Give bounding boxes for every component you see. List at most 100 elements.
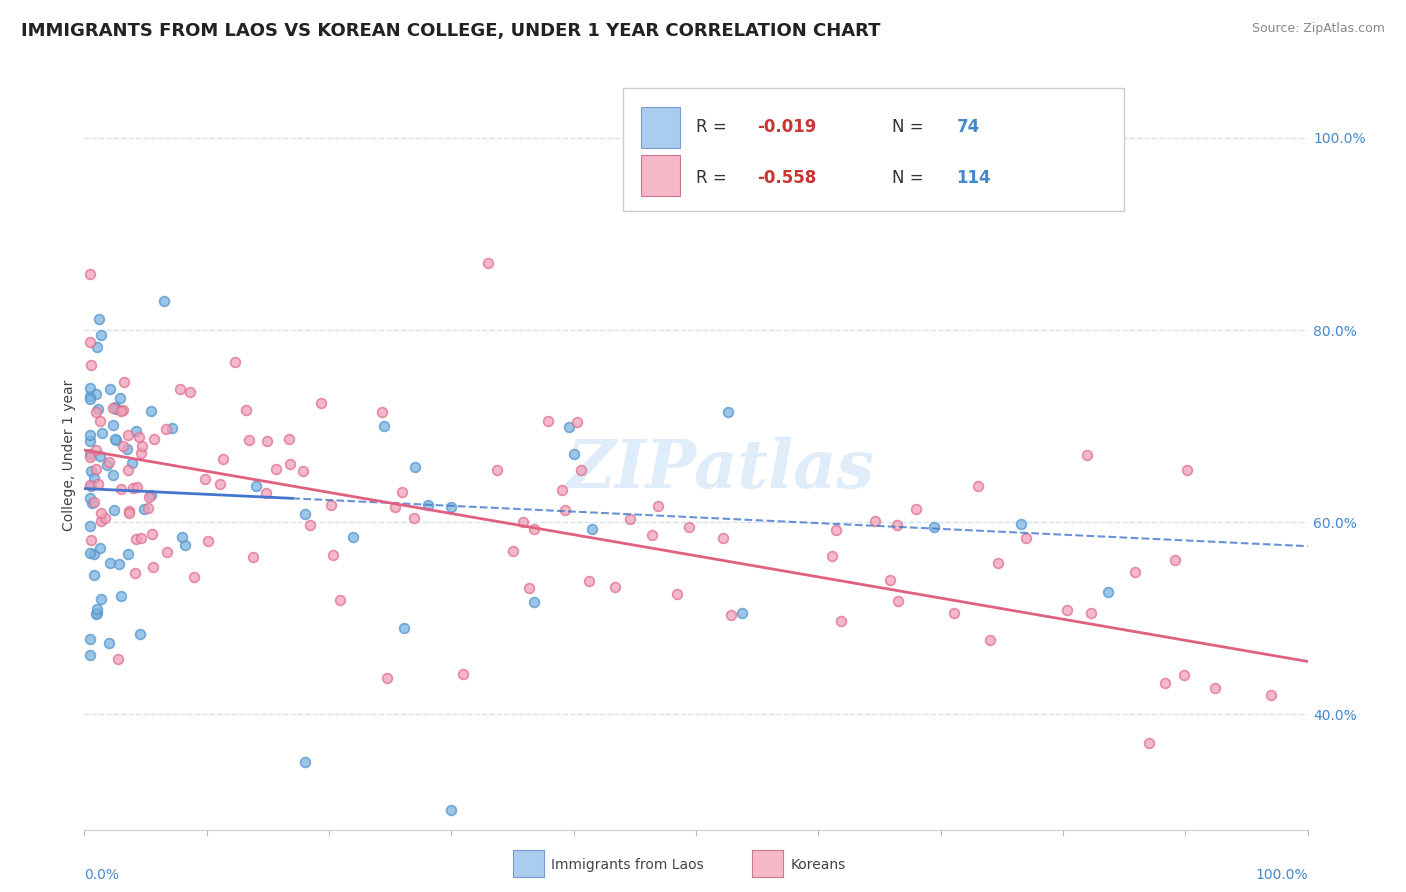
Point [124,424,146,438]
Point [117,462,139,476]
Text: 114: 114 [956,169,991,186]
Point [569,463,592,477]
Point [294,756,316,770]
Point [1173,667,1195,681]
Point [565,415,588,429]
Point [83,547,105,561]
Point [125,533,148,547]
Point [197,534,219,549]
Point [373,419,395,434]
Point [1164,553,1187,567]
Point [89,414,111,428]
Point [517,581,540,595]
Text: 0.0%: 0.0% [84,868,120,882]
Point [966,479,988,493]
Point [128,430,150,444]
Point [139,404,162,418]
Point [512,515,534,529]
Point [183,570,205,584]
Point [562,447,585,461]
Point [97,636,120,650]
Text: -0.019: -0.019 [758,119,817,136]
Point [987,557,1010,571]
Point [605,580,627,594]
Point [1010,517,1032,532]
Point [277,432,299,446]
Point [370,404,392,418]
Point [879,574,901,588]
Point [678,520,700,534]
Text: R =: R = [696,119,733,136]
Point [485,463,508,477]
Text: ZIPatlas: ZIPatlas [567,437,875,502]
Point [110,392,132,406]
Text: 74: 74 [956,119,980,136]
Point [440,500,463,515]
Point [523,522,546,536]
Point [80,479,103,493]
Point [122,482,145,496]
Point [212,452,235,467]
Point [90,506,112,520]
Point [129,627,152,641]
Point [830,614,852,628]
Point [79,519,101,533]
Point [863,514,886,528]
Point [104,433,127,447]
Point [104,401,127,415]
Point [391,485,413,500]
Point [502,544,524,558]
Point [665,587,688,601]
Point [139,488,162,502]
Text: R =: R = [696,169,733,186]
Text: N =: N = [891,119,928,136]
Point [384,500,406,514]
Point [377,671,399,685]
Point [112,403,135,417]
Point [1260,688,1282,702]
Point [87,477,110,491]
Point [924,520,946,534]
Point [108,558,131,572]
Point [86,602,108,616]
Point [89,449,111,463]
Point [79,267,101,281]
Point [79,334,101,349]
Point [110,589,132,603]
Point [224,355,246,369]
Point [79,434,101,449]
Point [86,340,108,354]
Point [90,328,112,343]
Point [173,538,195,552]
Point [477,256,499,270]
Point [292,464,315,478]
Point [79,632,101,646]
Point [87,402,110,417]
Point [578,574,600,589]
Point [132,501,155,516]
Point [117,428,139,442]
Text: Koreans: Koreans [790,858,845,872]
Point [79,381,101,395]
Point [319,498,342,512]
FancyBboxPatch shape [623,87,1125,211]
Point [156,545,179,559]
Point [80,465,103,479]
Point [886,594,908,608]
Point [79,491,101,505]
Point [416,498,439,512]
Point [79,546,101,560]
Point [142,432,165,446]
Point [558,419,581,434]
Point [886,517,908,532]
Text: -0.558: -0.558 [758,169,817,186]
Point [80,533,103,547]
Point [402,510,425,524]
Point [155,422,177,436]
Point [294,507,316,521]
Point [440,803,463,817]
Point [83,494,105,508]
Point [79,392,101,406]
Point [1080,606,1102,620]
Point [278,457,301,471]
